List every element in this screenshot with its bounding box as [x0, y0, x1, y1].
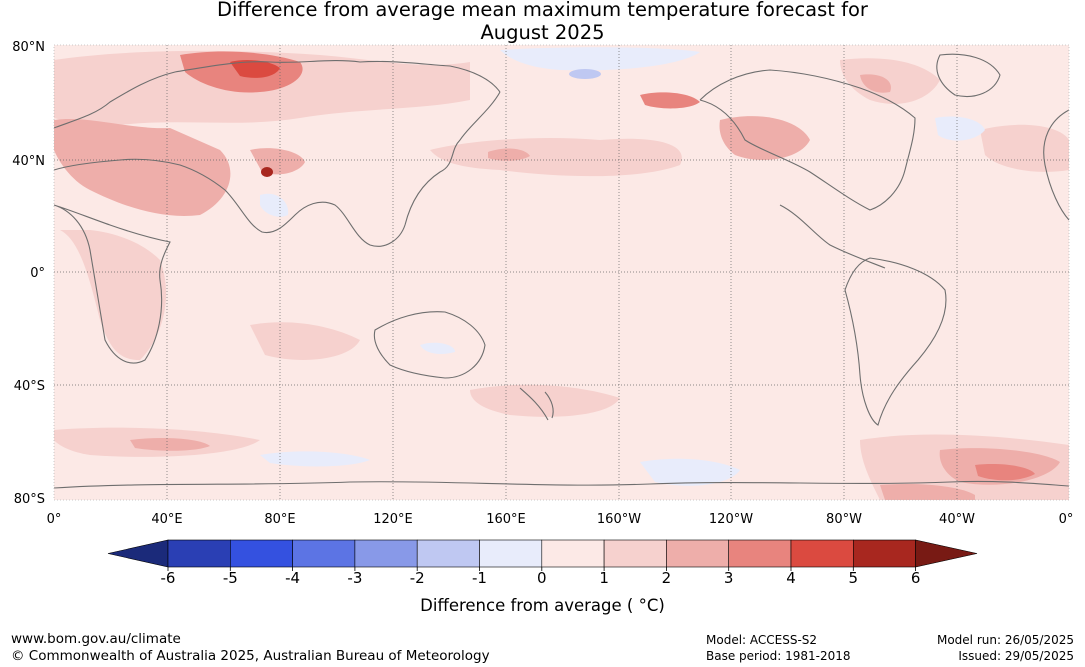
lon-label: 160°E — [486, 512, 526, 527]
lon-label: 160°W — [597, 512, 641, 527]
website-link[interactable]: www.bom.gov.au/climate — [11, 631, 181, 647]
lon-label: 0° — [1059, 512, 1074, 527]
lon-labels: 0° 40°E 80°E 120°E 160°E 160°W 120°W 80°… — [47, 512, 1074, 527]
lat-label: 80°S — [14, 492, 45, 507]
graticule — [54, 45, 1069, 500]
patch-greenland — [840, 58, 940, 104]
colorbar-ticks: -6 -5 -4 -3 -2 -1 0 1 2 3 4 5 6 — [161, 567, 921, 587]
lon-label: 0° — [47, 512, 62, 527]
coast-central-america — [779, 204, 886, 269]
patch-central-asia — [54, 118, 231, 216]
colorbar-segment — [852, 539, 916, 568]
patch-australia-cool — [420, 342, 455, 354]
coast-africa — [53, 204, 171, 364]
coast-south-america — [844, 257, 947, 426]
colorbar-tick-label: 2 — [662, 569, 672, 587]
lat-label: 40°N — [12, 154, 45, 169]
lat-label: 40°S — [14, 379, 45, 394]
colorbar-segment — [541, 539, 605, 568]
colorbar-tick-label: 0 — [537, 569, 547, 587]
colorbar-segment — [479, 539, 543, 568]
patch-atlantic-cool — [935, 116, 985, 141]
colorbar-label: Difference from average ( °C) — [420, 596, 665, 615]
coast-europe-east — [1043, 109, 1070, 221]
cool-patches — [260, 47, 985, 486]
lon-label: 120°E — [373, 512, 413, 527]
colorbar-segment — [416, 539, 480, 568]
patch-africa — [60, 230, 167, 360]
issued-date: Issued: 29/05/2025 — [958, 649, 1074, 663]
colorbar-tick-label: -5 — [223, 569, 238, 587]
lat-labels: 80°N 40°N 0° 40°S 80°S — [12, 40, 45, 507]
colorbar-segment — [728, 539, 792, 568]
coast-new-zealand — [519, 387, 554, 421]
patch-south-pacific — [470, 384, 620, 417]
footer-dates: Model run: 26/05/2025 Issued: 29/05/2025 — [937, 632, 1074, 664]
coast-australia — [373, 311, 486, 379]
colorbar-tick-label: -2 — [410, 569, 425, 587]
colorbar-extend-high — [915, 539, 978, 568]
coast-asia-south — [53, 91, 501, 247]
patch-north-america — [719, 116, 810, 160]
coast-north-america — [699, 69, 916, 211]
coast-antarctica — [53, 480, 1070, 489]
patch-india-cool — [260, 193, 289, 217]
footer-left: www.bom.gov.au/climate © Commonwealth of… — [11, 631, 490, 665]
lon-label: 80°W — [826, 512, 862, 527]
patch-canada-north — [860, 74, 891, 93]
colorbar-tick-label: -6 — [161, 569, 176, 587]
patch-so-cool-2 — [260, 451, 370, 467]
coastlines — [53, 53, 1070, 489]
colorbar-tick-label: -3 — [347, 569, 362, 587]
patch-tibet-hot — [261, 167, 273, 177]
anomaly-patches — [54, 50, 1069, 500]
map-frame — [53, 44, 1070, 501]
patch-arctic-cool — [500, 47, 700, 71]
colorbar-tick-label: 3 — [724, 569, 734, 587]
patch-arctic-cooler — [569, 69, 601, 79]
patch-so-warm — [130, 438, 210, 451]
colorbar-segment — [354, 539, 418, 568]
lon-label: 40°W — [939, 512, 975, 527]
lon-label: 40°E — [151, 512, 182, 527]
patch-so-east-hot — [975, 464, 1035, 481]
base-period: Base period: 1981-2018 — [706, 649, 851, 663]
colorbar-extend-low — [107, 539, 169, 568]
colorbar-tick-label: -1 — [472, 569, 487, 587]
lat-label: 80°N — [12, 40, 45, 55]
title-line-2: August 2025 — [480, 21, 605, 44]
lat-label: 0° — [30, 266, 45, 281]
map-title: Difference from average mean maximum tem… — [0, 0, 1085, 44]
patch-siberia-hot — [230, 60, 280, 78]
colorbar-tick-label: 1 — [599, 569, 609, 587]
patch-indian-ocean — [250, 322, 360, 360]
colorbar-tick-label: 4 — [786, 569, 796, 587]
colorbar-segment — [603, 539, 667, 568]
coast-greenland — [936, 53, 1001, 97]
coast-eurasia-north — [53, 60, 501, 129]
colorbar — [107, 539, 978, 568]
copyright-text: © Commonwealth of Australia 2025, Austra… — [11, 648, 490, 664]
patch-antarctic-coast — [880, 484, 975, 500]
lon-label: 80°E — [264, 512, 295, 527]
footer-model-info: Model: ACCESS-S2 Base period: 1981-2018 — [706, 632, 851, 664]
lon-label: 120°W — [709, 512, 753, 527]
colorbar-segment — [666, 539, 730, 568]
title-line-1: Difference from average mean maximum tem… — [217, 0, 868, 21]
patch-alaska — [640, 92, 700, 109]
colorbar-tick-label: 6 — [911, 569, 921, 587]
colorbar-tick-label: -4 — [285, 569, 300, 587]
colorbar-tick-label: 5 — [849, 569, 859, 587]
colorbar-segment — [167, 539, 231, 568]
colorbar-segment — [230, 539, 293, 568]
patch-np-warm — [488, 148, 530, 161]
colorbar-segment — [292, 539, 356, 568]
model-run-date: Model run: 26/05/2025 — [936, 633, 1074, 647]
patch-southern-cool — [640, 458, 740, 486]
colorbar-segment — [790, 539, 854, 568]
model-name: Model: ACCESS-S2 — [706, 633, 818, 647]
